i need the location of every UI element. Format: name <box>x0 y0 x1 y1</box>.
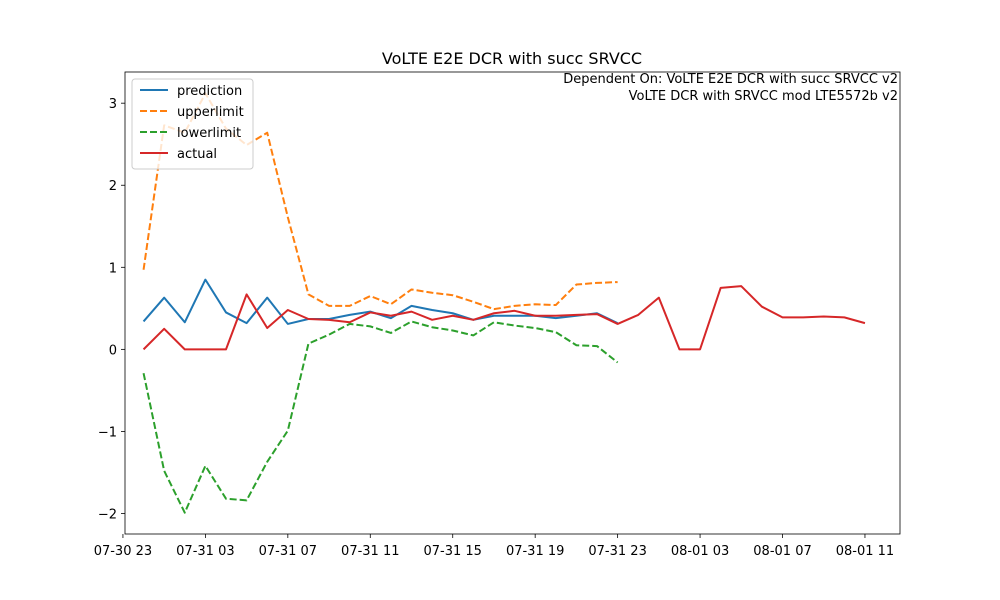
y-tick-label-2: 2 <box>109 179 117 194</box>
x-tick-label-07-31-23: 07-31 23 <box>588 544 646 559</box>
x-tick-label-07-31-15: 07-31 15 <box>423 544 481 559</box>
y-tick-label-2: −2 <box>98 507 117 522</box>
series-line-lowerlimit <box>142 320 619 514</box>
x-axis: 07-30 23 07-31 03 07-31 07 07-31 11 07-31 15… <box>94 534 894 559</box>
x-tick-label-07-31-11: 07-31 11 <box>341 544 399 559</box>
y-tick-label-1: −1 <box>98 425 117 440</box>
x-tick-label-07-31-03: 07-31 03 <box>176 544 234 559</box>
plot-frame <box>124 71 901 535</box>
x-tick-label-08-01-07: 08-01 07 <box>753 544 811 559</box>
x-tick-label-07-31-19: 07-31 19 <box>506 544 564 559</box>
legend-label-lowerlimit: lowerlimit <box>177 126 241 141</box>
x-tick-label-08-01-11: 08-01 11 <box>836 544 894 559</box>
chart-title: VoLTE E2E DCR with succ SRVCC <box>382 49 642 68</box>
x-tick-label-07-30-23: 07-30 23 <box>94 544 152 559</box>
legend: prediction upperlimit lowerlimit actual <box>131 78 254 170</box>
legend-label-prediction: prediction <box>177 84 242 99</box>
x-tick-label-07-31-07: 07-31 07 <box>259 544 317 559</box>
y-tick-label-0: 0 <box>109 343 117 358</box>
annotation-line-1: Dependent On: VoLTE E2E DCR with succ SR… <box>563 72 898 87</box>
plot-area <box>125 72 900 534</box>
series-line-actual <box>142 285 866 351</box>
x-tick-label-08-01-03: 08-01 03 <box>671 544 729 559</box>
annotation-line-2: VoLTE DCR with SRVCC mod LTE5572b v2 <box>629 89 898 104</box>
legend-label-upperlimit: upperlimit <box>177 105 244 120</box>
legend-box <box>131 78 254 170</box>
y-axis: −2 −1 0 1 2 3 <box>98 97 125 522</box>
y-tick-label-1: 1 <box>109 261 117 276</box>
y-tick-label-3: 3 <box>109 97 117 112</box>
legend-label-actual: actual <box>177 147 217 162</box>
